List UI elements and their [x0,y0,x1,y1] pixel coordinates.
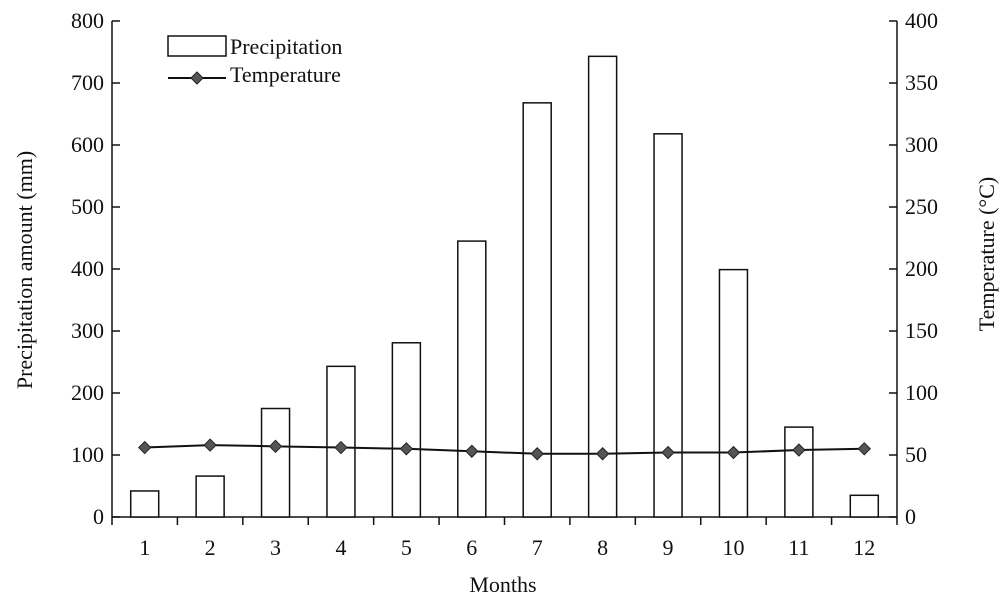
precipitation-bar [849,494,880,518]
precipitation-bar [718,268,749,518]
y-left-tick-label: 500 [71,194,104,219]
x-tick-label: 1 [139,535,150,560]
y-axis-left-title: Precipitation amount (mm) [12,151,37,389]
legend-temperature-marker [190,71,204,85]
precipitation-bar [587,55,618,518]
tick-labels: 0 100 200 300 400 500 600 700 800 0 50 100 150 200 250… [71,8,938,560]
y-right-tick-label: 0 [905,504,916,529]
legend-precipitation-label: Precipitation [230,34,342,59]
y-left-tick-label: 600 [71,132,104,157]
x-tick-label: 5 [401,535,412,560]
legend: Precipitation Temperature [167,34,342,87]
y-right-tick-label: 100 [905,380,938,405]
axes [111,20,898,525]
temperature-point [661,445,675,460]
temperature-point [726,445,741,460]
temperature-point [138,440,152,455]
x-tick-label: 6 [466,535,477,560]
precipitation-bar [653,133,683,518]
temperature-point [595,447,610,461]
temperature-point [399,442,414,456]
temperature-line [144,444,865,455]
x-tick-label: 8 [597,535,608,560]
temperature-point [268,439,283,454]
temperature-point [530,447,544,461]
y-right-tick-label: 50 [905,442,927,467]
x-tick-label: 12 [853,535,875,560]
precipitation-bar [457,240,487,518]
precipitation-bar [260,407,291,518]
temperature-point [792,443,806,457]
y-left-tick-label: 100 [71,442,104,467]
precipitation-bar [129,490,160,518]
x-tick-label: 11 [788,535,809,560]
y-left-tick-label: 0 [93,504,104,529]
y-left-tick-label: 800 [71,8,104,33]
temperature-point [203,438,217,452]
y-right-tick-label: 250 [905,194,938,219]
x-tick-label: 9 [663,535,674,560]
y-left-tick-label: 400 [71,256,104,281]
legend-temperature-label: Temperature [230,62,341,87]
legend-precipitation-swatch [167,35,227,57]
y-axis-right-title: Temperature (°C) [974,177,999,331]
temperature-line-group [138,438,871,461]
x-tick-label: 3 [270,535,281,560]
y-left-tick-label: 300 [71,318,104,343]
y-right-tick-label: 200 [905,256,938,281]
y-right-tick-label: 300 [905,132,938,157]
x-tick-label: 2 [205,535,216,560]
temperature-point [857,442,871,456]
precipitation-bar [784,426,814,518]
y-right-tick-label: 400 [905,8,938,33]
precipitation-bars [129,55,880,518]
x-tick-label: 7 [532,535,543,560]
precipitation-bar [391,342,422,518]
temperature-point [465,444,479,458]
y-right-tick-label: 150 [905,318,938,343]
x-tick-label: 10 [722,535,744,560]
precipitation-bar [195,475,225,518]
y-right-tick-label: 350 [905,70,938,95]
y-left-tick-label: 200 [71,380,104,405]
x-tick-label: 4 [335,535,346,560]
x-axis-title: Months [469,572,536,597]
y-left-tick-label: 700 [71,70,104,95]
temperature-point [334,440,348,455]
